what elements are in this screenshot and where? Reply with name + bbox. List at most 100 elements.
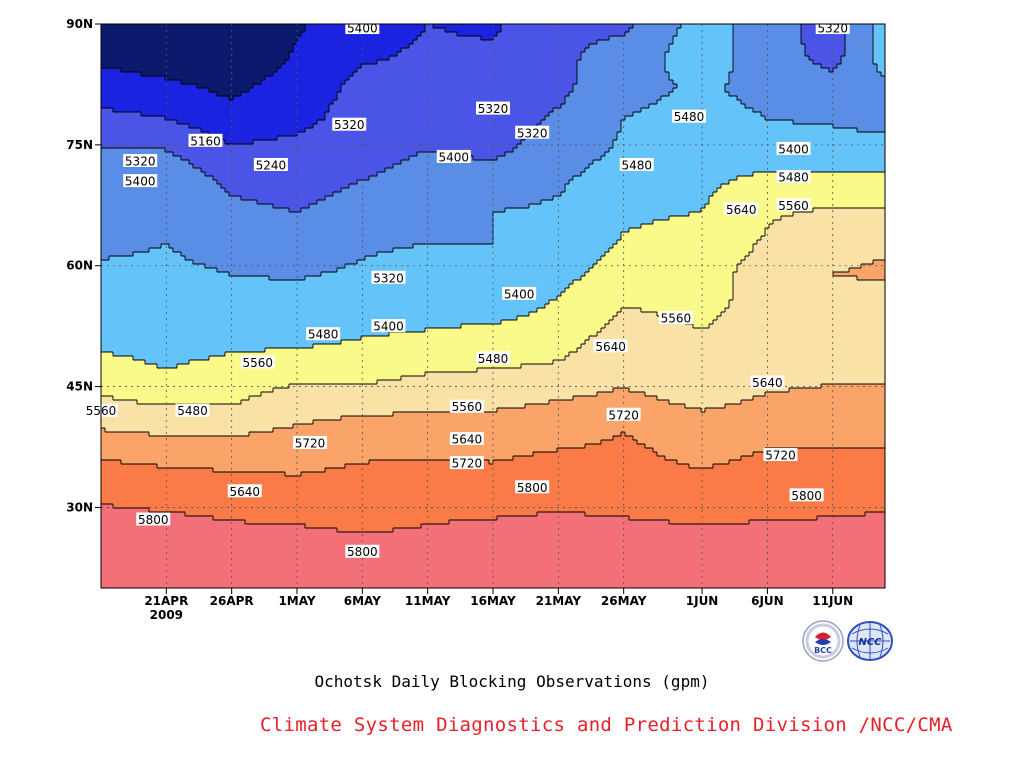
field-cell	[229, 272, 322, 277]
field-cell	[101, 352, 114, 357]
contour-label-text: 5480	[621, 159, 652, 173]
contour-label-bg	[449, 456, 484, 470]
field-cell	[621, 232, 766, 237]
field-cell	[101, 576, 885, 581]
contour-label-text: 5320	[373, 271, 404, 285]
field-cell	[601, 256, 746, 261]
field-cell	[393, 248, 610, 253]
contour-label-bg	[188, 133, 223, 147]
field-cell	[101, 28, 306, 33]
field-cell	[741, 456, 885, 461]
field-cell	[733, 36, 802, 41]
field-cell	[865, 512, 885, 517]
field-cell	[881, 72, 885, 77]
field-cell	[673, 36, 734, 41]
field-cell	[597, 260, 742, 265]
contour-label: 5560	[240, 355, 275, 370]
field-cell	[501, 320, 610, 325]
contour-label-bg	[293, 435, 328, 449]
contour-label-bg	[789, 488, 824, 502]
field-cell	[601, 328, 885, 333]
contour-label-bg	[371, 319, 406, 333]
field-cell	[101, 68, 122, 73]
contour-label: 5400	[502, 286, 537, 301]
field-cell	[665, 456, 742, 461]
contour-label-bg	[593, 339, 628, 353]
field-cell	[337, 268, 590, 273]
contour-label: 5480	[476, 351, 510, 366]
field-cell	[217, 180, 358, 185]
field-cell	[341, 84, 574, 89]
field-cell	[101, 456, 514, 461]
field-cell	[669, 72, 730, 77]
contour-label-text: 5400	[347, 22, 378, 36]
contour-label: 5640	[750, 375, 785, 390]
field-cell	[497, 32, 626, 37]
y-tick-label: 60N	[66, 259, 93, 273]
field-cell	[101, 248, 150, 253]
ncc-logo-text: NCC	[858, 637, 882, 648]
field-cell	[733, 44, 806, 49]
field-cell	[241, 92, 338, 97]
field-cell	[101, 528, 338, 533]
field-cell	[565, 96, 662, 101]
field-cell	[101, 444, 586, 449]
field-cell	[613, 244, 754, 249]
field-cell	[765, 116, 885, 121]
field-cell	[293, 44, 410, 49]
field-cell	[517, 316, 614, 321]
field-cell	[101, 468, 214, 473]
contour-label: 5320	[123, 153, 158, 168]
contour-label-bg	[123, 153, 158, 167]
field-cell	[101, 432, 150, 437]
contour-label: 5800	[136, 512, 171, 527]
field-cell	[629, 228, 766, 233]
field-cell	[361, 64, 578, 69]
contour-label-text: 5640	[595, 340, 626, 354]
field-cell	[505, 152, 606, 157]
contour-label-bg	[253, 158, 288, 171]
field-cell	[841, 60, 874, 65]
field-cell	[493, 224, 642, 229]
field-cell	[733, 288, 885, 293]
field-cell	[289, 56, 390, 61]
field-cell	[217, 92, 242, 97]
field-cell	[833, 68, 878, 73]
field-cell	[101, 140, 226, 145]
field-cell	[317, 120, 542, 125]
field-cell	[725, 88, 885, 93]
field-cell	[149, 248, 174, 253]
field-cell	[541, 200, 710, 205]
field-cell	[577, 72, 670, 77]
field-cell	[693, 324, 710, 329]
field-cell	[325, 116, 546, 121]
field-cell	[225, 352, 570, 357]
field-cell	[801, 36, 846, 41]
field-cell	[529, 204, 706, 209]
field-cell	[389, 332, 598, 337]
field-cell	[101, 440, 602, 445]
field-cell	[101, 100, 334, 105]
field-cell	[101, 320, 502, 325]
field-cell	[101, 420, 314, 425]
contour-label-bg	[658, 311, 693, 325]
field-cell	[257, 200, 318, 205]
field-cell	[725, 84, 885, 89]
field-cell	[225, 188, 342, 193]
field-cell	[565, 288, 734, 293]
field-cell	[217, 268, 338, 273]
field-cell	[101, 252, 134, 257]
field-cell	[101, 540, 885, 545]
field-cell	[101, 284, 570, 289]
field-cell	[733, 24, 802, 29]
contour-label-text: 5320	[478, 102, 509, 116]
field-cell	[597, 392, 646, 397]
field-cell	[773, 220, 885, 225]
field-cell	[713, 464, 885, 469]
field-cell	[765, 392, 885, 397]
field-cell	[569, 92, 670, 97]
bcc-logo-icon: BCC	[802, 620, 844, 662]
field-cell	[141, 72, 274, 77]
contour-label-text: 5560	[452, 400, 483, 414]
contour-label-text: 5800	[791, 489, 822, 503]
